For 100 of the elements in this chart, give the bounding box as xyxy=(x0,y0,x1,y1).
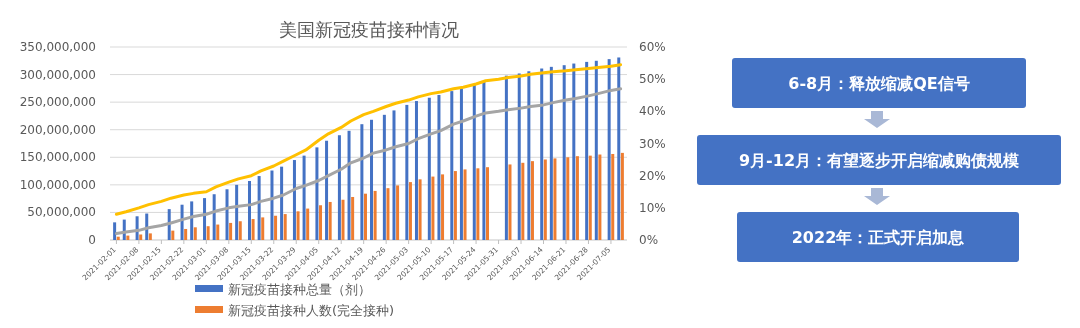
bar xyxy=(517,73,521,240)
bar xyxy=(472,83,476,240)
bar xyxy=(553,158,557,240)
bar xyxy=(235,184,239,240)
bar xyxy=(167,209,171,240)
bar xyxy=(572,63,576,240)
y-tick-label: 350,000,000 xyxy=(19,40,96,54)
bar xyxy=(171,230,175,240)
bar xyxy=(441,174,445,240)
bar xyxy=(341,199,345,240)
bar xyxy=(508,164,512,240)
bar xyxy=(530,161,534,240)
text: 6-8月：释放缩减QE信号 xyxy=(788,74,970,93)
bar xyxy=(620,152,624,240)
bar xyxy=(360,124,364,240)
bar xyxy=(225,189,229,240)
bar xyxy=(274,215,278,240)
bar xyxy=(521,162,525,240)
y-tick-label: 50,000,000 xyxy=(27,205,96,220)
chart-title: 美国新冠疫苗接种情况 xyxy=(278,19,459,40)
bar xyxy=(405,104,409,240)
bar xyxy=(270,170,274,240)
legend-label: 新冠疫苗接种人数(完全接种) xyxy=(228,303,395,318)
bar xyxy=(427,97,431,240)
bar xyxy=(392,110,396,240)
y2-tick-label: 0% xyxy=(639,233,659,247)
bar xyxy=(296,211,300,240)
bar xyxy=(431,176,435,240)
y2-tick-label: 40% xyxy=(639,104,666,119)
bar xyxy=(562,65,566,240)
bar xyxy=(450,91,454,240)
bar xyxy=(607,59,611,240)
bar xyxy=(566,157,570,240)
bar xyxy=(184,228,188,240)
bar xyxy=(325,140,329,240)
bar xyxy=(370,119,374,240)
bar xyxy=(190,201,194,240)
bar xyxy=(337,135,341,240)
bar xyxy=(206,226,210,240)
y-tick-label: 200,000,000 xyxy=(19,122,96,137)
y2-tick-label: 20% xyxy=(639,168,666,183)
bar xyxy=(203,198,207,240)
bar xyxy=(283,214,287,240)
bar xyxy=(280,166,284,240)
line-series xyxy=(114,63,623,216)
bar xyxy=(148,233,152,240)
bar xyxy=(408,182,412,240)
bar xyxy=(193,227,197,240)
bar xyxy=(212,194,216,240)
bar xyxy=(113,222,117,240)
bar xyxy=(261,217,265,240)
y-tick-label: 100,000,000 xyxy=(19,177,96,192)
legend-label: 新冠疫苗接种总量（剂） xyxy=(228,282,371,297)
bar xyxy=(139,234,143,240)
bar xyxy=(598,154,602,240)
text: 2022年：正式开启加息 xyxy=(791,228,966,247)
y-tick-label: 150,000,000 xyxy=(19,150,96,165)
bar xyxy=(453,171,457,240)
bar xyxy=(116,236,120,240)
bar xyxy=(347,130,351,240)
bar xyxy=(363,193,367,240)
text: 9月-12月：有望逐步开启缩减购债规模 xyxy=(738,151,1020,170)
bar xyxy=(180,204,184,240)
bar xyxy=(575,156,579,240)
bar xyxy=(594,60,598,240)
bar xyxy=(257,176,261,240)
bar xyxy=(315,147,319,240)
y2-tick-label: 30% xyxy=(639,136,666,151)
bar xyxy=(459,88,463,240)
bar xyxy=(414,101,418,240)
y2-tick-label: 60% xyxy=(639,40,666,54)
bar xyxy=(527,71,531,240)
bar xyxy=(386,188,390,240)
bar xyxy=(418,179,422,240)
bar xyxy=(396,185,400,240)
bar xyxy=(247,181,251,240)
bar xyxy=(476,168,480,240)
bar xyxy=(486,167,490,240)
bar xyxy=(306,208,310,240)
bar xyxy=(229,222,233,240)
y-tick-label: 250,000,000 xyxy=(19,95,96,110)
bar xyxy=(319,205,323,240)
bar xyxy=(373,190,377,240)
bar xyxy=(611,153,615,240)
bar xyxy=(617,57,621,240)
y2-tick-label: 10% xyxy=(639,200,666,215)
bar xyxy=(292,160,296,240)
y2-tick-label: 50% xyxy=(639,72,666,87)
bar xyxy=(238,221,242,240)
line-series xyxy=(114,87,623,236)
bar xyxy=(126,235,130,240)
y-tick-label: 0 xyxy=(88,233,96,247)
bar xyxy=(482,81,486,240)
bar xyxy=(540,68,544,240)
bar xyxy=(351,196,355,240)
bar xyxy=(302,155,306,240)
bar xyxy=(463,169,467,240)
bar xyxy=(588,155,592,240)
bar xyxy=(543,159,547,240)
bar xyxy=(382,114,386,240)
